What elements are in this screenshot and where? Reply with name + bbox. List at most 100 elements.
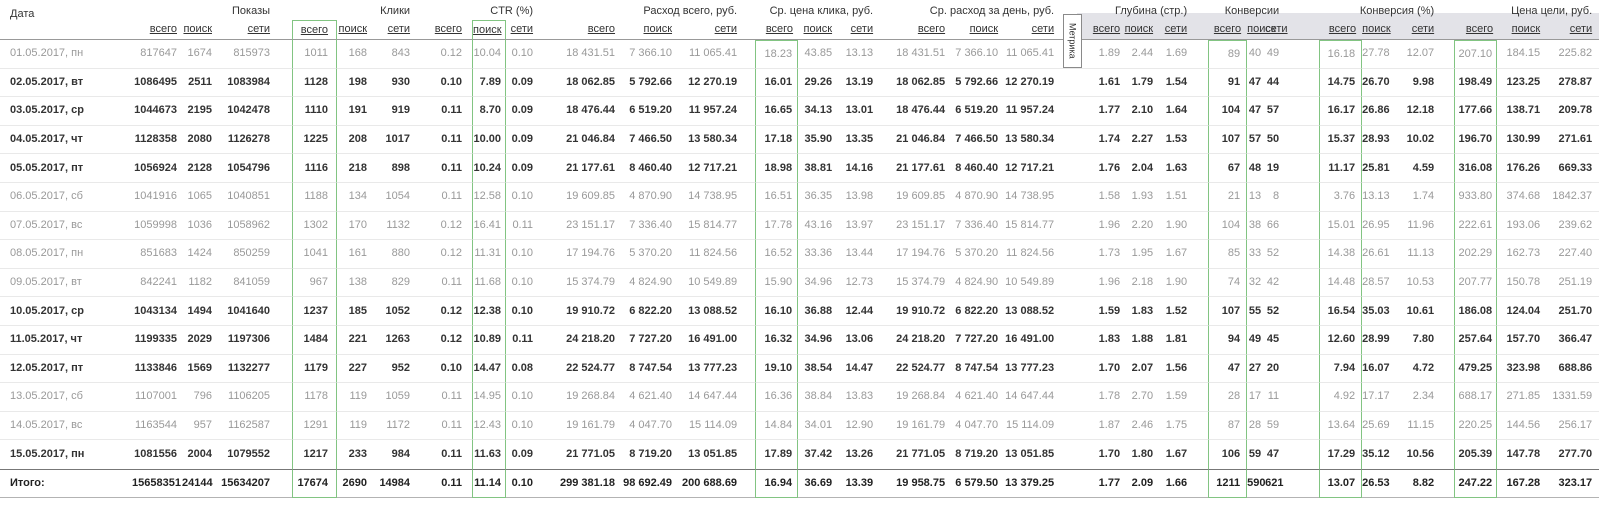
sort-link-ctr-network[interactable]: сети <box>506 20 541 40</box>
col-group-conversions: Конверсии <box>1208 0 1320 20</box>
sort-link-depth-total[interactable]: всего <box>1077 20 1123 40</box>
sort-link-goal-cost-network[interactable]: сети <box>1543 20 1599 40</box>
cell-avg-day-cost-total: 22 524.77 <box>876 355 949 384</box>
metrica-spacer-cell <box>1058 40 1078 69</box>
cell-clicks-total: 1225 <box>292 125 338 155</box>
cell-total-cost-network: 15 814.77 <box>676 212 756 241</box>
sort-link-conversions-search[interactable]: поиск <box>1247 20 1276 40</box>
sort-link-depth-search[interactable]: поиск <box>1122 20 1156 40</box>
cell-conversion-rate-network: 10.56 <box>1406 448 1435 461</box>
sort-link-total-cost-search[interactable]: поиск <box>620 20 677 40</box>
cell-conversion-rate-network: 10.61 <box>1391 297 1455 326</box>
sort-link-goal-cost-total[interactable]: всего <box>1454 20 1498 40</box>
total-cell-avg-cpc-total: 16.94 <box>755 468 799 498</box>
cell-avg-cpc-total: 16.36 <box>755 383 799 412</box>
sort-link-impressions-network[interactable]: сети <box>217 20 293 40</box>
cell-total-cost-network: 13 777.23 <box>676 355 756 384</box>
sort-link-conversions-network[interactable]: сети <box>1265 20 1320 40</box>
sort-link-ctr-search[interactable]: поиск <box>472 20 507 40</box>
cell-total-cost-total: 15 374.79 <box>540 269 621 298</box>
sort-link-depth-network[interactable]: сети <box>1155 20 1209 40</box>
sort-link-clicks-search[interactable]: поиск <box>337 20 373 40</box>
sort-link-total-cost-total[interactable]: всего <box>540 20 621 40</box>
cell-impressions-network: 1042478 <box>217 97 293 126</box>
sort-link-avg-day-cost-total[interactable]: всего <box>876 20 949 40</box>
sort-link-goal-cost-search[interactable]: поиск <box>1497 20 1544 40</box>
cell-avg-cpc-total: 17.89 <box>755 440 799 469</box>
cell-conversion-rate-network: 4.59 <box>1391 154 1455 183</box>
metrica-spacer-cell <box>1058 383 1078 412</box>
cell-impressions-network: 1041640 <box>217 297 293 326</box>
cell-impressions-network: 1126278 <box>217 126 293 155</box>
cell-avg-cpc-search: 35.90 <box>798 126 837 155</box>
sort-link-avg-cpc-network[interactable]: сети <box>836 20 877 40</box>
cell-ctr-search: 10.00 <box>472 125 507 155</box>
sort-link-avg-day-cost-network[interactable]: сети <box>1000 20 1059 40</box>
sort-link-conversion-rate-total[interactable]: всего <box>1319 20 1363 40</box>
cell-avg-day-cost-search: 7 466.50 <box>948 126 1001 155</box>
cell-goal-cost-search: 374.68 <box>1497 183 1544 212</box>
cell-avg-cpc-total: 16.65 <box>755 97 799 126</box>
sort-link-clicks-network[interactable]: сети <box>372 20 421 40</box>
total-cell-total-cost-total: 299 381.18 <box>540 468 621 498</box>
cell-goal-cost-total: 207.77 <box>1454 268 1498 298</box>
cell-goal-cost-total: 202.29 <box>1454 240 1498 269</box>
cell-total-cost-network: 14 738.95 <box>676 183 756 212</box>
cell-goal-cost-search: 124.04 <box>1497 297 1544 326</box>
cell-depth-total: 1.74 <box>1077 126 1123 155</box>
cell-depth-network: 1.90 <box>1155 212 1209 241</box>
table-row: 01.05.2017, пн 817647 1674 815973 1011 168 843… <box>0 40 1599 69</box>
sort-link-avg-day-cost-search[interactable]: поиск <box>948 20 1001 40</box>
sort-link-conversion-rate-search[interactable]: поиск <box>1362 20 1392 40</box>
sort-link-conversion-rate-network[interactable]: сети <box>1391 20 1455 40</box>
sort-link-total-cost-network[interactable]: сети <box>676 20 756 40</box>
cell-conversion-rate-search: 16.07 <box>1362 355 1392 384</box>
cell-total-cost-search: 8 719.20 <box>629 448 673 461</box>
total-label: Итого: <box>0 468 132 498</box>
table-row: 05.05.2017, пт 1056924 2128 1054796 1116 218 8… <box>0 154 1599 183</box>
sort-link-avg-cpc-total[interactable]: всего <box>755 20 799 40</box>
cell-conversion-rate-network: 7.80 <box>1391 326 1455 355</box>
cell-avg-day-cost-search: 5 792.66 <box>948 69 1001 98</box>
cell-conversions-network: 47 <box>1266 448 1280 461</box>
col-group-impressions: Показы <box>232 5 271 17</box>
total-row: Итого: 15658351 24144 15634207 17674 2690 1498… <box>0 468 1599 498</box>
total-cell-conversion-rate-search: 26.53 <box>1362 468 1392 498</box>
cell-conversion-rate-network: 12.18 <box>1391 97 1455 126</box>
cell-conversion-rate-search: 28.99 <box>1362 326 1392 355</box>
cell-conversion-rate-total: 17.29 <box>1319 440 1363 469</box>
cell-ctr-search: 8.70 <box>472 97 507 126</box>
cell-total-cost-total: 18 062.85 <box>540 69 621 98</box>
cell-clicks-total: 1179 <box>292 354 338 384</box>
sort-link-clicks-total[interactable]: всего <box>292 20 338 40</box>
sort-link-impressions-total[interactable]: всего <box>132 20 182 40</box>
cell-clicks-network: 1017 <box>372 126 421 155</box>
cell-impressions-network: 815973 <box>217 40 293 69</box>
cell-total-cost-total: 22 524.77 <box>540 355 621 384</box>
cell-depth-total: 1.96 <box>1077 269 1123 298</box>
cell-impressions-search: 796 <box>182 383 217 412</box>
cell-total-cost-search: 7 727.20 <box>620 326 677 355</box>
sort-link-avg-cpc-search[interactable]: поиск <box>798 20 837 40</box>
cell-total-cost-network: 11 957.24 <box>676 97 756 126</box>
metrica-vertical-tab[interactable]: Метрика <box>1063 14 1082 68</box>
cell-conversions-search: 32 <box>1247 269 1266 298</box>
cell-impressions-total: 1163544 <box>132 412 182 441</box>
cell-avg-day-cost-search: 5 370.20 <box>948 240 1001 269</box>
cell-ctr-total: 0.10 <box>420 355 473 384</box>
sort-link-impressions-search[interactable]: поиск <box>182 20 217 40</box>
cell-conversions-total: 107 <box>1208 125 1248 155</box>
sort-link-ctr-total[interactable]: всего <box>420 20 473 40</box>
cell-clicks-network: 1059 <box>372 383 421 412</box>
cell-goal-cost-search: 162.73 <box>1497 240 1544 269</box>
total-cell-conversions-network: 621 <box>1265 468 1320 498</box>
cell-ctr-search: 12.43 <box>472 411 507 441</box>
cell-impressions-network: 1040851 <box>217 183 293 212</box>
cell-conversions-search: 38 <box>1247 212 1266 241</box>
cell-goal-cost-search: 150.78 <box>1497 269 1544 298</box>
sort-link-conversions-total[interactable]: всего <box>1208 20 1248 40</box>
metrica-spacer-cell <box>1058 69 1078 98</box>
metrica-spacer-cell <box>1058 326 1078 355</box>
cell-goal-cost-total: 479.25 <box>1454 354 1498 384</box>
